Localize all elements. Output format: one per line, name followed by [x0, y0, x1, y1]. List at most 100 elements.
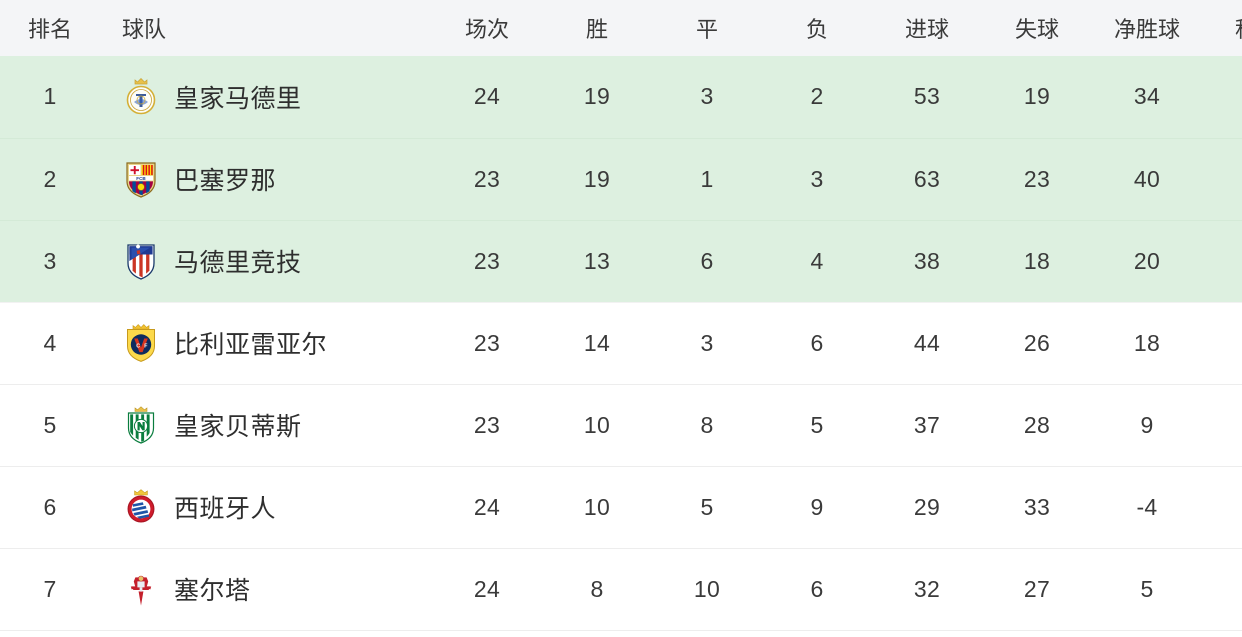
cell-loss: 6 [762, 548, 872, 630]
team-cell[interactable]: FCB 巴塞罗那 [122, 159, 432, 199]
column-header-win[interactable]: 胜 [585, 17, 608, 42]
team-name[interactable]: 皇家马德里 [174, 84, 302, 113]
goals-for-value: 32 [913, 575, 941, 602]
cell-team[interactable]: 塞尔塔 [100, 548, 432, 630]
rank-value: 7 [43, 575, 57, 602]
loss-value: 5 [810, 411, 824, 438]
cell-goals-against: 23 [982, 137, 1092, 220]
column-header-points[interactable]: 积分 [1202, 0, 1242, 56]
espanyol-crest-icon [127, 489, 155, 523]
team-cell[interactable]: 塞尔塔 [122, 569, 432, 609]
cell-loss: 5 [762, 384, 872, 466]
team-name[interactable]: 皇家贝蒂斯 [174, 413, 302, 441]
team-name[interactable]: 巴塞罗那 [174, 167, 277, 195]
cell-win: 13 [542, 219, 652, 302]
table-row[interactable]: 4 C F 比利亚雷亚尔 23 14 3 6 44 26 18 45 [0, 302, 1242, 384]
goals-against-value: 28 [1023, 411, 1051, 438]
cell-goals-for: 37 [872, 384, 982, 466]
table-row[interactable]: 5 皇家贝蒂斯 23 10 8 5 37 28 9 38 [0, 384, 1242, 466]
cell-points: 38 [1202, 384, 1242, 466]
team-cell[interactable]: 西班牙人 [122, 487, 432, 527]
goal-difference-value: 9 [1140, 411, 1154, 438]
goals-for-value: 63 [913, 165, 941, 192]
barcelona-crest-icon: FCB [126, 162, 156, 198]
column-header-rank[interactable]: 排名 [27, 17, 72, 42]
played-value: 24 [473, 83, 501, 110]
cell-win: 19 [542, 137, 652, 220]
team-name[interactable]: 马德里竞技 [174, 249, 302, 277]
column-header-goal-difference[interactable]: 净胜球 [1113, 17, 1180, 42]
cell-win: 10 [542, 466, 652, 548]
cell-draw: 10 [652, 548, 762, 630]
rank-value: 3 [43, 247, 57, 274]
column-header-draw[interactable]: 平 [695, 17, 718, 42]
goal-difference-value: -4 [1136, 493, 1158, 520]
draw-value: 8 [700, 411, 714, 438]
column-header-goals-for[interactable]: 进球 [904, 17, 949, 42]
goals-against-value: 23 [1023, 165, 1051, 192]
cell-goal-difference: 9 [1092, 384, 1202, 466]
cell-goals-against: 27 [982, 548, 1092, 630]
column-header-goals-against[interactable]: 失球 [1014, 17, 1059, 42]
loss-value: 6 [810, 575, 824, 602]
cell-team[interactable]: C F 比利亚雷亚尔 [100, 302, 432, 384]
cell-played: 24 [432, 548, 542, 630]
real-madrid-crest-icon [122, 77, 160, 117]
cell-points: 60 [1202, 56, 1242, 138]
table-row[interactable]: 6 西班牙人 24 10 5 9 29 33 -4 35 [0, 466, 1242, 548]
team-name[interactable]: 西班牙人 [174, 495, 277, 523]
goals-for-value: 29 [913, 493, 941, 520]
rank-value: 4 [43, 329, 57, 356]
cell-goals-for: 63 [872, 137, 982, 220]
team-cell[interactable]: 皇家马德里 [122, 77, 432, 117]
cell-team[interactable]: FCB 巴塞罗那 [100, 137, 432, 220]
team-cell[interactable]: C F 比利亚雷亚尔 [122, 323, 432, 363]
cell-goals-against: 19 [982, 56, 1092, 138]
cell-goals-for: 44 [872, 302, 982, 384]
cell-goal-difference: 5 [1092, 548, 1202, 630]
cell-points: 35 [1202, 466, 1242, 548]
goals-against-value: 26 [1023, 329, 1051, 356]
draw-value: 5 [700, 493, 714, 520]
win-value: 14 [583, 329, 611, 356]
team-cell[interactable]: 马德里竞技 [122, 241, 432, 281]
draw-value: 3 [700, 83, 714, 110]
loss-value: 9 [810, 493, 824, 520]
draw-value: 3 [700, 329, 714, 356]
draw-value: 1 [700, 165, 714, 192]
cell-played: 23 [432, 302, 542, 384]
table-header-row: 排名 球队 场次 胜 平 负 进球 失球 净胜球 积分 [0, 0, 1242, 56]
loss-value: 2 [810, 83, 824, 110]
table-row[interactable]: 2 FCB 巴塞罗那 23 19 1 3 63 23 40 58 [0, 137, 1242, 220]
goals-for-value: 44 [913, 329, 941, 356]
cell-goal-difference: 34 [1092, 56, 1202, 138]
team-name[interactable]: 比利亚雷亚尔 [174, 331, 328, 359]
team-cell[interactable]: 皇家贝蒂斯 [122, 405, 432, 445]
table-row[interactable]: 1 皇家马德里 24 19 3 2 53 19 34 60 [0, 56, 1242, 138]
cell-goals-for: 38 [872, 219, 982, 302]
column-header-played[interactable]: 场次 [464, 17, 509, 42]
cell-team[interactable]: 西班牙人 [100, 466, 432, 548]
column-header-team[interactable]: 球队 [122, 17, 167, 42]
rank-value: 2 [43, 165, 57, 192]
cell-draw: 3 [652, 302, 762, 384]
played-value: 23 [473, 165, 501, 192]
cell-played: 24 [432, 466, 542, 548]
column-header-loss[interactable]: 负 [805, 17, 828, 42]
goal-difference-value: 40 [1133, 165, 1161, 192]
cell-win: 19 [542, 56, 652, 138]
table-row[interactable]: 3 马德里竞技 23 13 6 4 38 18 20 45 [0, 219, 1242, 302]
cell-team[interactable]: 马德里竞技 [100, 219, 432, 302]
cell-team[interactable]: 皇家贝蒂斯 [100, 384, 432, 466]
table-row[interactable]: 7 塞尔塔 24 8 10 6 32 27 5 34 [0, 548, 1242, 630]
win-value: 19 [583, 165, 611, 192]
cell-win: 8 [542, 548, 652, 630]
team-name[interactable]: 塞尔塔 [174, 577, 251, 605]
goal-difference-value: 34 [1133, 83, 1161, 110]
cell-goals-against: 33 [982, 466, 1092, 548]
atletico-madrid-crest-icon [127, 244, 155, 280]
atletico-madrid-crest-icon [122, 241, 160, 281]
cell-points: 58 [1202, 137, 1242, 220]
cell-team[interactable]: 皇家马德里 [100, 56, 432, 138]
